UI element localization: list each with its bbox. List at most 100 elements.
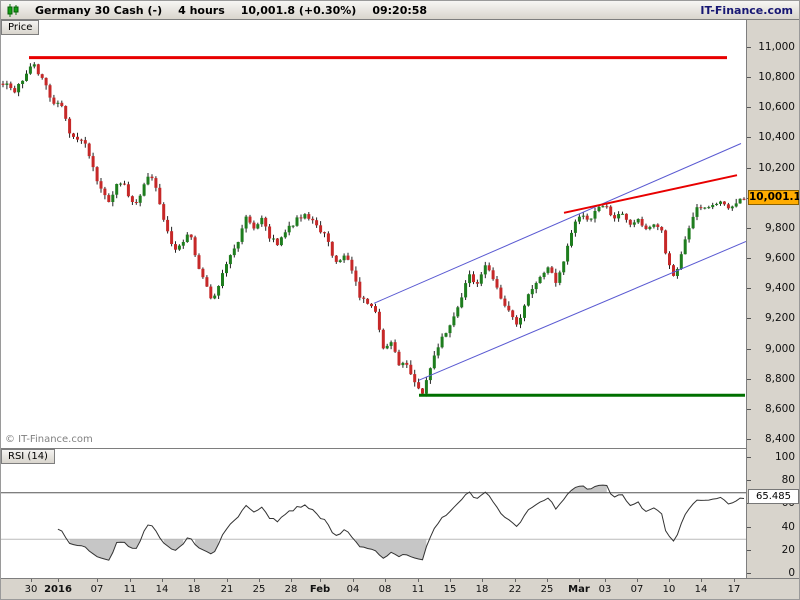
candle-body: [687, 228, 691, 240]
time-axis-tick: [58, 579, 59, 582]
time-axis-label: 2016: [44, 584, 72, 595]
price-axis-label-mark: [747, 77, 751, 79]
candle-body: [303, 214, 307, 219]
candle-body: [644, 225, 648, 229]
candle-body: [409, 364, 413, 375]
price-axis-label: 10,800: [758, 71, 795, 84]
candle-body: [577, 216, 581, 222]
rsi-axis-label: 40: [781, 520, 795, 533]
candle-body: [311, 218, 315, 221]
candle-body: [119, 183, 123, 185]
candle-body: [299, 217, 303, 219]
candle-body: [295, 217, 299, 226]
time-axis-label: Mar: [568, 584, 590, 595]
candle-body: [428, 368, 432, 381]
candle-body: [397, 351, 401, 366]
candle-body: [315, 220, 319, 226]
candle-body: [95, 167, 99, 182]
time-axis-tick: [734, 579, 735, 582]
rsi-extreme-zone: [355, 539, 427, 560]
candle-body: [742, 198, 746, 200]
time-axis-tick: [385, 579, 386, 582]
price-axis-label-mark: [747, 439, 751, 440]
candle-body: [381, 329, 385, 349]
price-axis-label: 8,800: [764, 372, 795, 385]
candle-body: [413, 374, 417, 383]
trendline-channel-lower[interactable]: [418, 241, 746, 381]
candle-body: [330, 241, 334, 256]
candle-body: [275, 238, 279, 246]
candle-body: [538, 277, 542, 283]
time-axis-tick: [701, 579, 702, 582]
candle-body: [405, 362, 409, 365]
price-axis[interactable]: 10,001.1 65.485 11,000 10,800 10,600 10,400…: [746, 20, 799, 579]
price-axis-label: 11,000: [758, 41, 795, 53]
candle-body: [487, 265, 491, 271]
candle-body: [76, 136, 79, 140]
candle-body: [554, 272, 558, 283]
candle-body: [350, 259, 354, 271]
watermark: © IT-Finance.com: [5, 434, 93, 445]
time-axis[interactable]: 30 2016 07 11 14 18 21 25 28 Feb 04 08 11 15 18 22 25 Mar…: [1, 578, 799, 599]
candle-body: [421, 388, 424, 394]
time-axis-label: 11: [123, 584, 137, 595]
candle-body: [338, 260, 342, 262]
rsi-tab[interactable]: RSI (14): [1, 449, 55, 464]
candle-body: [115, 184, 119, 195]
time-axis-tick: [418, 579, 419, 582]
candle-body: [177, 245, 181, 250]
candle-body: [534, 283, 538, 290]
price-axis-label: 9,600: [764, 252, 795, 265]
candle-body: [260, 217, 264, 225]
price-axis-label: 8,600: [764, 402, 795, 415]
candle-body: [530, 289, 534, 295]
rsi-axis-label-mark: [747, 573, 751, 574]
candle-body: [734, 203, 738, 207]
price-chart-canvas[interactable]: [1, 20, 746, 448]
trendline-channel-upper[interactable]: [373, 143, 742, 304]
candle-body: [483, 265, 487, 275]
rsi-axis-label-mark: [747, 480, 751, 482]
candle-body: [52, 97, 56, 104]
candle-body: [432, 355, 436, 369]
candle-body: [374, 306, 377, 312]
rsi-axis-label: 100: [774, 451, 795, 463]
candle-body: [730, 206, 734, 209]
candle-body: [366, 298, 370, 304]
candle-body: [475, 282, 479, 284]
price-axis-label-mark: [747, 288, 751, 290]
candle-body: [334, 255, 338, 262]
candle-body: [225, 264, 228, 274]
time-axis-label: 30: [24, 584, 38, 595]
candle-body: [342, 255, 346, 261]
candle-body: [154, 178, 158, 188]
candle-body: [150, 176, 154, 179]
price-tab[interactable]: Price: [1, 20, 40, 35]
time-axis-label: Feb: [309, 584, 331, 595]
candle-body: [675, 269, 679, 276]
candle-body: [562, 261, 566, 273]
candle-body: [660, 227, 664, 231]
time-axis-label: 07: [630, 584, 644, 595]
candle-body: [79, 139, 83, 141]
candle-body: [1, 83, 5, 85]
candle-body: [617, 214, 621, 219]
rsi-value-badge: 65.485: [748, 489, 799, 504]
time-axis-tick: [259, 579, 260, 582]
candle-body: [36, 64, 40, 75]
time-axis-label: 17: [727, 584, 741, 595]
candle-body: [499, 287, 503, 299]
rsi-chart-canvas[interactable]: [1, 450, 746, 579]
candle-body: [519, 317, 522, 325]
candle-body: [126, 184, 130, 197]
candle-body: [460, 297, 464, 308]
candle-body: [632, 222, 636, 225]
candle-body: [248, 216, 252, 223]
candle-body: [13, 88, 17, 93]
candle-body: [683, 239, 687, 255]
rsi-axis-label-mark: [747, 549, 751, 551]
candle-body: [83, 140, 87, 144]
trendline-trend-red[interactable]: [563, 174, 738, 214]
time-axis-tick: [227, 579, 228, 582]
price-axis-label-mark: [747, 47, 751, 48]
